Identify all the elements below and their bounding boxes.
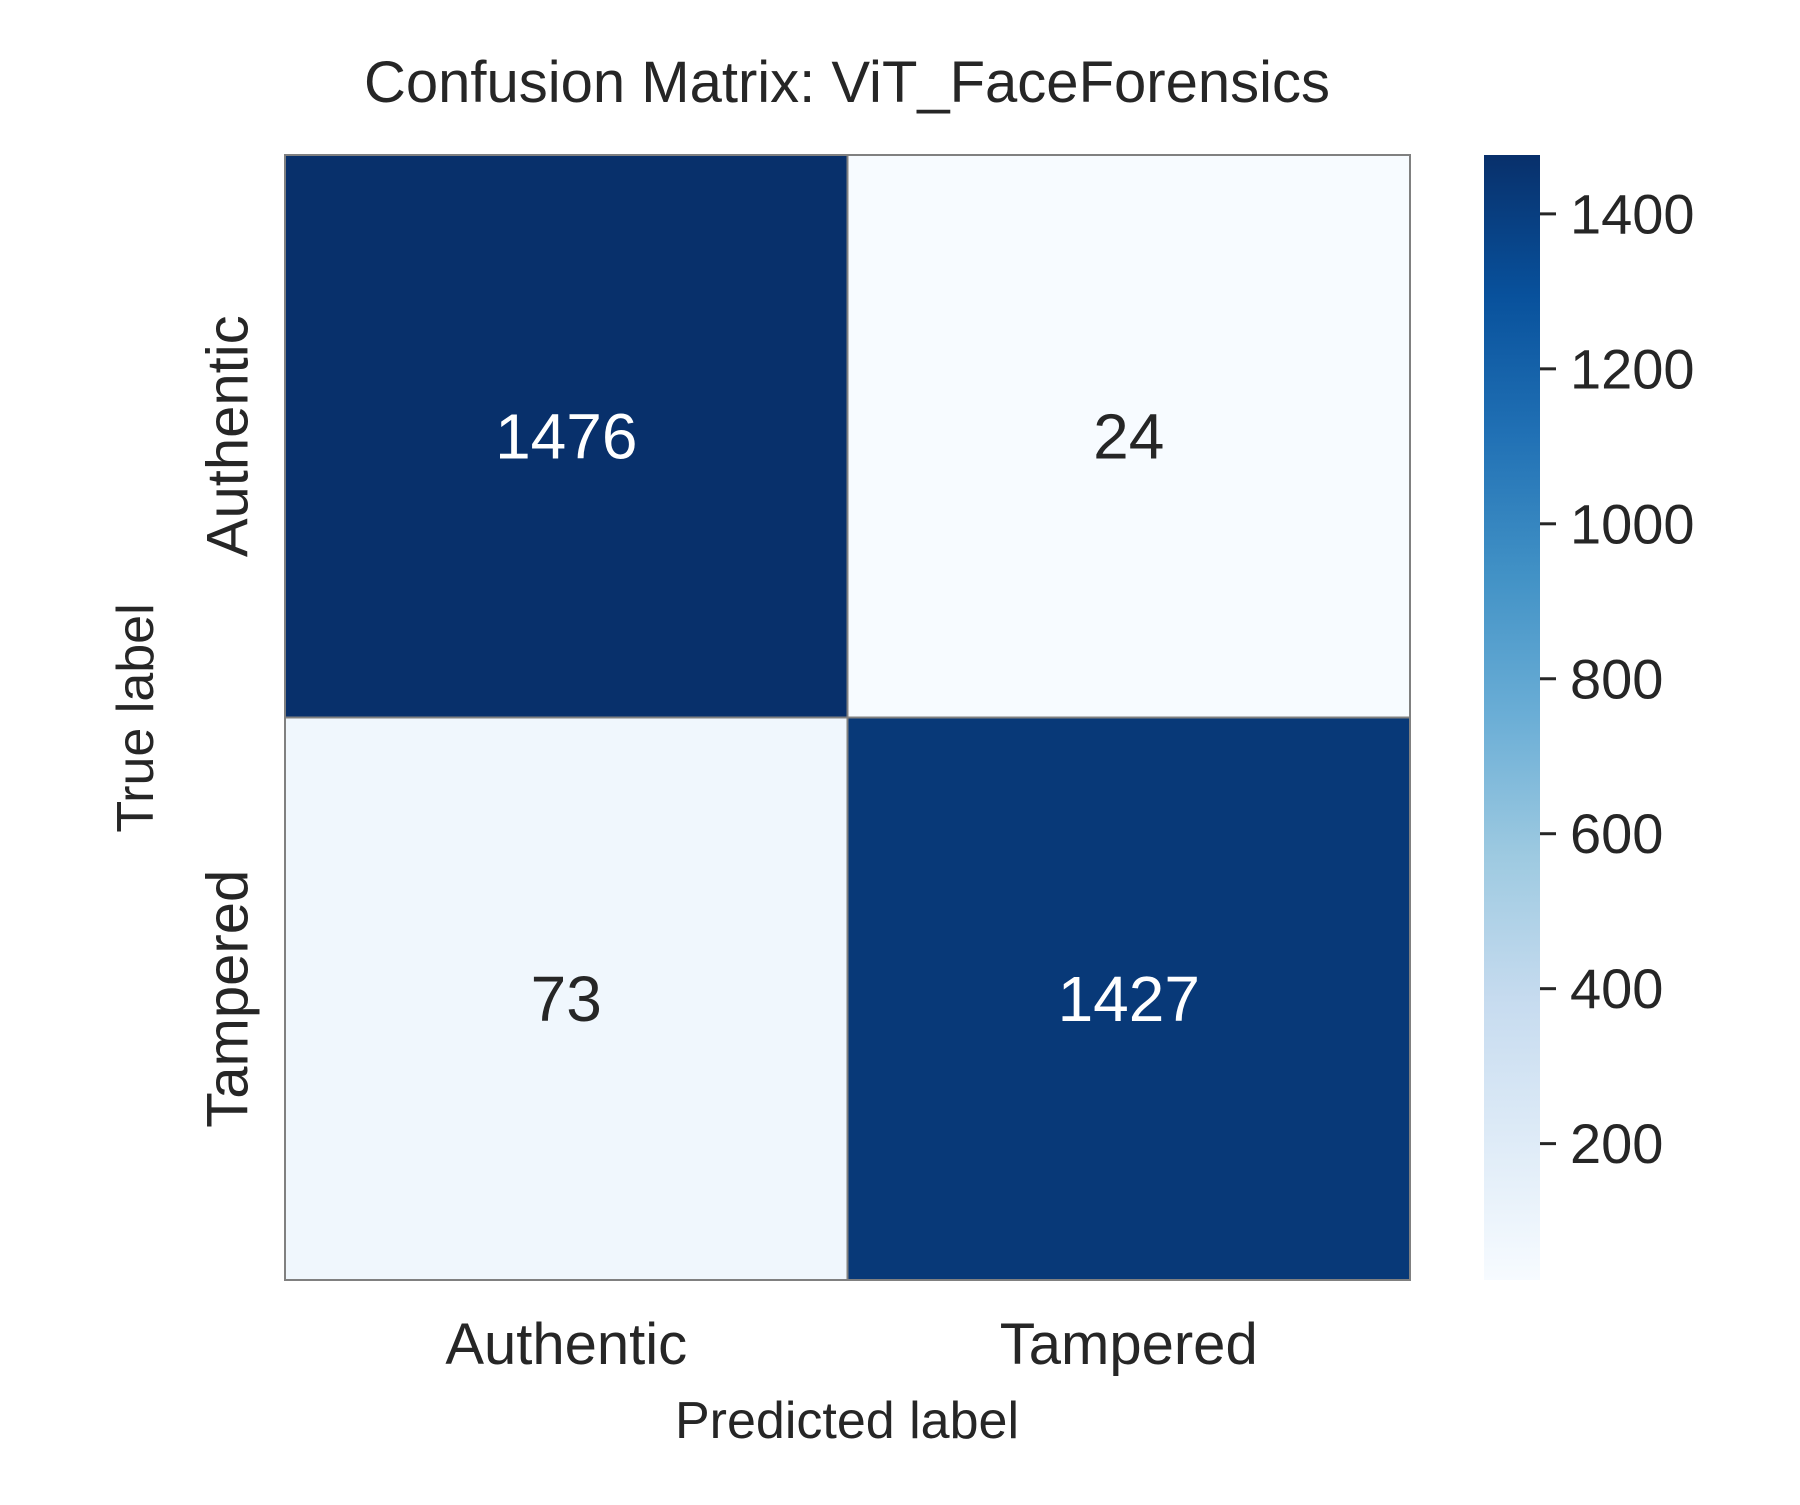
chart-title: Confusion Matrix: ViT_FaceForensics	[364, 50, 1330, 115]
x-axis-label: Predicted label	[675, 1392, 1019, 1450]
colorbar-tick-label: 600	[1570, 802, 1663, 865]
colorbar-tick-label: 400	[1570, 957, 1663, 1020]
heatmap-cell	[284, 154, 849, 719]
cell-value-label: 1427	[1058, 963, 1200, 1035]
heatmap-cell	[846, 716, 1411, 1281]
x-tick-label: Authentic	[445, 1312, 687, 1377]
cell-value-label: 1476	[495, 400, 637, 472]
y-tick-label: Tampered	[196, 870, 261, 1128]
colorbar-tick-label: 1000	[1570, 492, 1695, 555]
y-tick-label: Authentic	[196, 315, 261, 557]
heatmap-cells	[284, 154, 1411, 1281]
heatmap-cell	[284, 716, 849, 1281]
y-axis-label: True label	[107, 603, 165, 832]
colorbar-tick-label: 1200	[1570, 337, 1695, 400]
heatmap-cell	[846, 154, 1411, 719]
heatmap-cell-labels: 1476 24 73 1427	[495, 400, 1200, 1035]
cell-value-label: 24	[1093, 400, 1164, 472]
x-tick-label: Tampered	[1000, 1312, 1258, 1377]
colorbar	[1484, 155, 1540, 1280]
cell-value-label: 73	[531, 963, 602, 1035]
colorbar-tick-label: 1400	[1570, 182, 1695, 245]
colorbar-tick-label: 800	[1570, 647, 1663, 710]
y-tick-labels: Authentic Tampered	[196, 315, 261, 1127]
plot-frame	[284, 154, 1411, 1281]
x-tick-labels: Authentic Tampered	[445, 1312, 1257, 1377]
colorbar-tick-label: 200	[1570, 1112, 1663, 1175]
colorbar-ticks: 200 400 600 800 1000 1200 1400	[1540, 182, 1695, 1175]
